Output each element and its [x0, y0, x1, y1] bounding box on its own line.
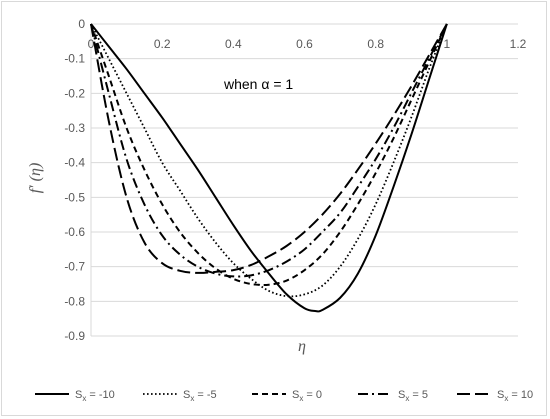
annotation-label: when α = 1: [223, 76, 293, 92]
x-tick-label: 0: [88, 37, 95, 51]
legend-label-prefix: S: [292, 389, 299, 401]
series-line-2: [90, 23, 448, 286]
legend-label-4: Sx = 10: [497, 389, 533, 403]
x-tick-label: 0.4: [225, 37, 242, 51]
series-line-0: [90, 23, 448, 313]
legend-label-suffix: = 10: [508, 389, 533, 401]
legend-label-0: Sx = -10: [75, 389, 115, 403]
y-tick-label: -0.1: [64, 52, 85, 66]
y-tick-label: -0.2: [64, 86, 85, 100]
legend-label-prefix: S: [183, 389, 190, 401]
legend-label-prefix: S: [75, 389, 82, 401]
y-tick-label: -0.9: [64, 329, 85, 343]
y-tick-label: -0.3: [64, 121, 85, 135]
legend-label-subscript: x: [405, 394, 409, 403]
series-line-3: [90, 23, 448, 278]
series-lines: [90, 23, 448, 313]
series-line-1: [90, 23, 448, 298]
legend-label-subscript: x: [82, 394, 86, 403]
y-tick-label: -0.4: [64, 156, 85, 170]
legend-label-3: Sx = 5: [398, 389, 428, 403]
x-tick-label: 0.2: [154, 37, 171, 51]
legend-label-suffix: = 5: [409, 389, 428, 401]
y-tick-label: -0.6: [64, 225, 85, 239]
y-tick-label: -0.8: [64, 294, 85, 308]
x-tick-label: 0.8: [367, 37, 384, 51]
y-tick-label: -0.7: [64, 260, 85, 274]
legend-label-suffix: = -10: [86, 389, 114, 401]
x-tick-label: 1.2: [510, 37, 527, 51]
legend-label-1: Sx = -5: [183, 389, 217, 403]
legend: Sx = -10 Sx = -5 Sx = 0 Sx = 5 Sx = 10: [35, 389, 533, 403]
legend-label-2: Sx = 0: [292, 389, 322, 403]
y-tick-label: -0.5: [64, 190, 85, 204]
x-axis-label: η: [298, 338, 306, 355]
series-line-4: [90, 23, 448, 274]
legend-label-prefix: S: [497, 389, 504, 401]
legend-label-suffix: = 0: [303, 389, 322, 401]
y-axis-label: f′ (η): [27, 163, 44, 194]
x-tick-labels: 0 0.2 0.4 0.6 0.8 1 1.2: [88, 37, 527, 51]
y-tick-labels: 0 -0.1 -0.2 -0.3 -0.4 -0.5 -0.6 -0.7 -0.8 -0.9: [64, 17, 85, 343]
legend-label-prefix: S: [398, 389, 405, 401]
legend-label-subscript: x: [504, 394, 508, 403]
legend-label-subscript: x: [299, 394, 303, 403]
y-tick-label: 0: [78, 17, 85, 31]
legend-label-suffix: = -5: [194, 389, 216, 401]
legend-label-subscript: x: [190, 394, 194, 403]
x-tick-label: 1: [443, 37, 450, 51]
grid-lines: [90, 23, 518, 337]
x-tick-label: 0.6: [296, 37, 313, 51]
